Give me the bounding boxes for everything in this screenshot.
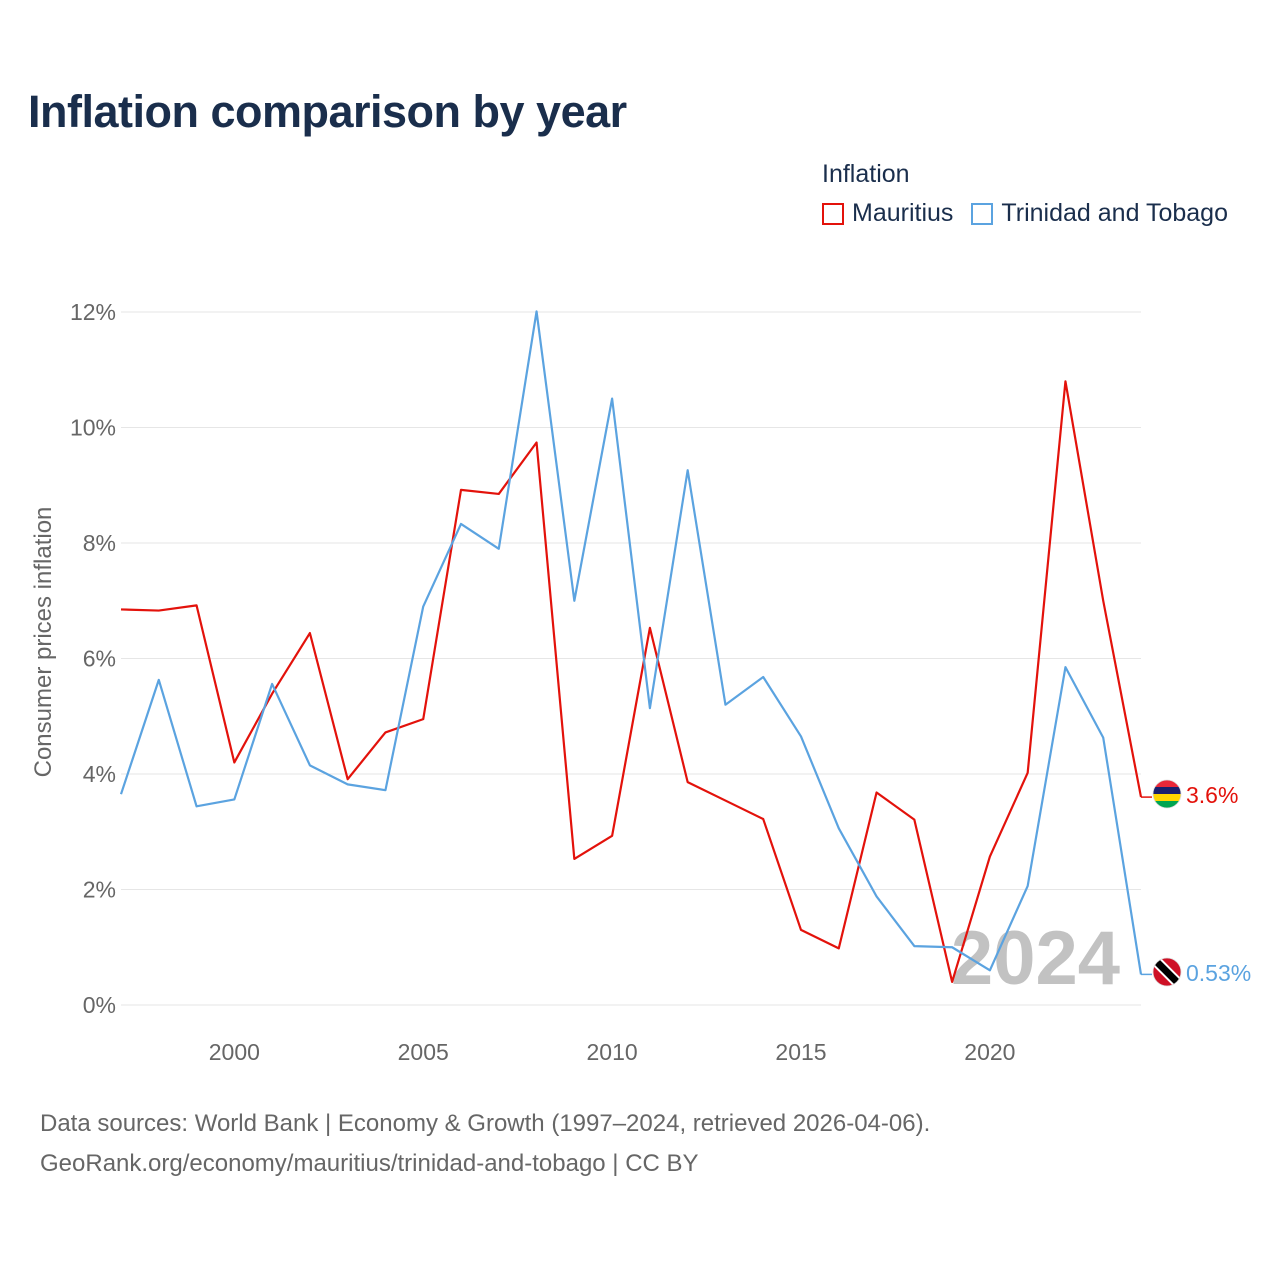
- grid-lines: [121, 311, 1141, 1006]
- source-note: Data sources: World Bank | Economy & Gro…: [40, 1104, 930, 1184]
- chart-title: Inflation comparison by year: [28, 86, 627, 137]
- x-tick-label: 2010: [587, 1039, 638, 1065]
- mauritius-flag-icon: [1153, 780, 1181, 808]
- line-chart: 2024 0%2%4%6%8%10%12% 2000 2005 2010 2015 20…: [30, 299, 1251, 1065]
- x-tick-labels: 2000 2005 2010 2015 2020: [209, 1039, 1016, 1065]
- end-label-mauritius: 3.6%: [1186, 782, 1238, 808]
- y-tick-label: 10%: [70, 415, 116, 441]
- source-line-1: Data sources: World Bank | Economy & Gro…: [40, 1110, 931, 1137]
- x-tick-label: 2020: [964, 1039, 1015, 1065]
- legend-item-mauritius[interactable]: Mauritius: [822, 199, 953, 228]
- legend-item-trinidad-and-tobago[interactable]: Trinidad and Tobago: [971, 199, 1228, 228]
- legend-swatch-mauritius: [822, 202, 844, 225]
- legend-label-mauritius: Mauritius: [852, 199, 954, 227]
- trinidad-and-tobago-flag-icon: [1153, 958, 1181, 986]
- y-axis-label: Consumer prices inflation: [30, 507, 57, 778]
- y-tick-label: 2%: [83, 877, 116, 903]
- x-tick-label: 2000: [209, 1039, 260, 1065]
- source-line-2: GeoRank.org/economy/mauritius/trinidad-a…: [40, 1150, 699, 1177]
- y-tick-label: 6%: [83, 646, 116, 672]
- y-tick-label: 4%: [83, 761, 116, 787]
- end-label-trinidad-and-tobago: 0.53%: [1186, 960, 1251, 986]
- x-tick-label: 2015: [775, 1039, 826, 1065]
- y-tick-label: 8%: [83, 530, 116, 556]
- y-tick-label: 12%: [70, 299, 116, 325]
- y-tick-labels: 0% 2% 4% 6% 8% 10% 12%: [70, 299, 116, 1018]
- year-watermark: 2024: [951, 916, 1120, 1001]
- series-line-mauritius: [120, 380, 1143, 984]
- legend-swatch-trinidad-and-tobago: [971, 202, 994, 225]
- legend: Inflation Mauritius Trinidad and Tobago: [822, 160, 1228, 228]
- legend-label-trinidad-and-tobago: Trinidad and Tobago: [1001, 199, 1228, 227]
- series-line-trinidad-and-tobago: [119, 310, 1143, 975]
- x-tick-label: 2005: [398, 1039, 449, 1065]
- series-lines: [119, 310, 1143, 984]
- legend-title: Inflation: [822, 160, 910, 188]
- end-labels: 3.6% 0.53%: [1141, 779, 1251, 987]
- y-tick-label: 0%: [83, 992, 116, 1018]
